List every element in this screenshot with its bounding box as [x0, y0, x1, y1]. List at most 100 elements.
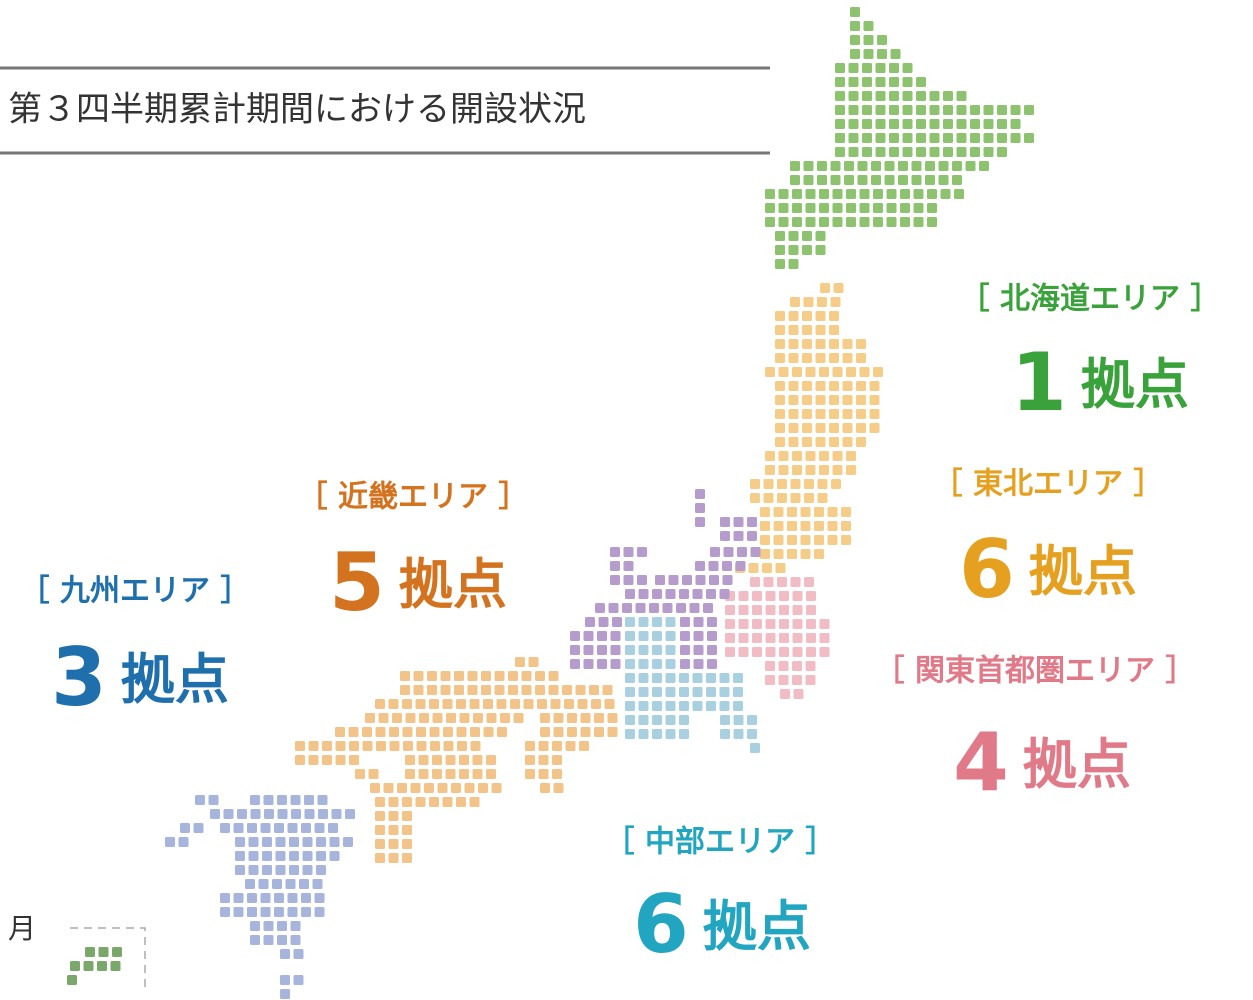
- map-dot: [835, 119, 845, 129]
- map-dot: [413, 671, 424, 681]
- map-dot: [829, 339, 839, 349]
- map-dot: [289, 865, 299, 875]
- map-dot: [233, 907, 244, 917]
- map-dot: [625, 631, 635, 641]
- map-dot: [548, 671, 559, 681]
- map-dot: [832, 217, 843, 227]
- map-dot: [290, 921, 301, 931]
- map-dot: [652, 645, 662, 655]
- map-dot: [956, 91, 967, 101]
- map-dot: [752, 591, 762, 601]
- map-dot: [638, 715, 649, 725]
- map-dot: [275, 851, 286, 861]
- map-dot: [317, 795, 328, 805]
- map-dot: [98, 947, 109, 957]
- map-dot: [927, 217, 937, 227]
- map-dot: [248, 865, 259, 875]
- map-dot: [835, 133, 845, 143]
- map-dot: [459, 713, 470, 723]
- map-dot: [567, 727, 577, 737]
- map-dot: [272, 879, 282, 889]
- map-dot: [902, 147, 913, 157]
- map-dot: [497, 727, 507, 737]
- map-dot: [875, 119, 886, 129]
- map-dot: [235, 851, 245, 861]
- map-dot: [875, 91, 886, 101]
- map-dot: [997, 119, 1007, 129]
- map-dot: [913, 203, 924, 213]
- map-dot: [765, 675, 775, 685]
- map-dot: [792, 217, 802, 227]
- map-dot: [260, 893, 271, 903]
- map-dot: [805, 189, 816, 199]
- map-dot: [832, 189, 843, 199]
- map-dot: [788, 353, 799, 363]
- map-dot: [85, 947, 95, 957]
- map-dot: [540, 713, 550, 723]
- map-dot: [247, 907, 257, 917]
- map-dot: [844, 175, 854, 185]
- map-dot: [846, 203, 856, 213]
- map-dot: [388, 699, 399, 709]
- map-dot: [662, 603, 673, 613]
- map-dot: [735, 561, 746, 571]
- map-dot: [322, 741, 332, 751]
- map-dot: [850, 49, 860, 59]
- map-dot: [752, 647, 762, 657]
- map-dot: [747, 531, 757, 541]
- map-dot: [750, 577, 760, 587]
- map-dot: [451, 783, 461, 793]
- map-dot: [383, 783, 394, 793]
- map-dot: [873, 217, 883, 227]
- map-dot: [790, 479, 801, 489]
- map-dot: [871, 175, 881, 185]
- map-dot: [538, 755, 549, 765]
- map-dot: [792, 633, 803, 643]
- map-dot: [652, 729, 662, 739]
- map-dot: [856, 395, 866, 405]
- map-dot: [260, 823, 271, 833]
- map-dot: [553, 783, 564, 793]
- map-dot: [831, 479, 841, 489]
- map-dot: [829, 381, 839, 391]
- map-dot: [682, 575, 692, 585]
- map-dot: [856, 409, 866, 419]
- map-dot: [316, 837, 326, 847]
- map-dot: [235, 837, 245, 847]
- map-dot: [652, 589, 662, 599]
- map-dot: [580, 713, 591, 723]
- map-dot: [956, 119, 967, 129]
- map-dot: [537, 699, 547, 709]
- map-dot: [594, 727, 604, 737]
- map-dot: [954, 189, 964, 199]
- map-dot: [548, 685, 559, 695]
- map-dot: [815, 245, 826, 255]
- map-dot: [787, 507, 797, 517]
- map-dot: [929, 147, 940, 157]
- map-dot: [418, 769, 429, 779]
- map-dot: [856, 339, 866, 349]
- map-dot: [301, 893, 311, 903]
- map-dot: [652, 701, 662, 711]
- map-dot: [871, 161, 881, 171]
- map-dot: [752, 619, 762, 629]
- map-dot: [940, 189, 951, 199]
- map-dot: [665, 645, 676, 655]
- map-dot: [819, 203, 829, 213]
- map-dot: [680, 659, 690, 669]
- map-dot: [778, 367, 789, 377]
- title: 第３四半期累計期間における開設状況: [8, 90, 586, 130]
- map-dot: [223, 809, 234, 819]
- map-dot: [983, 105, 994, 115]
- map-dot: [564, 699, 574, 709]
- map-dot: [343, 837, 353, 847]
- map-dot: [318, 809, 328, 819]
- map-dot: [803, 161, 814, 171]
- map-dot: [750, 547, 761, 557]
- map-dot: [525, 741, 535, 751]
- map-dot: [762, 563, 772, 573]
- map-dot: [67, 975, 77, 985]
- map-dot: [775, 409, 785, 419]
- map-dot: [706, 673, 716, 683]
- map-dot: [299, 879, 309, 889]
